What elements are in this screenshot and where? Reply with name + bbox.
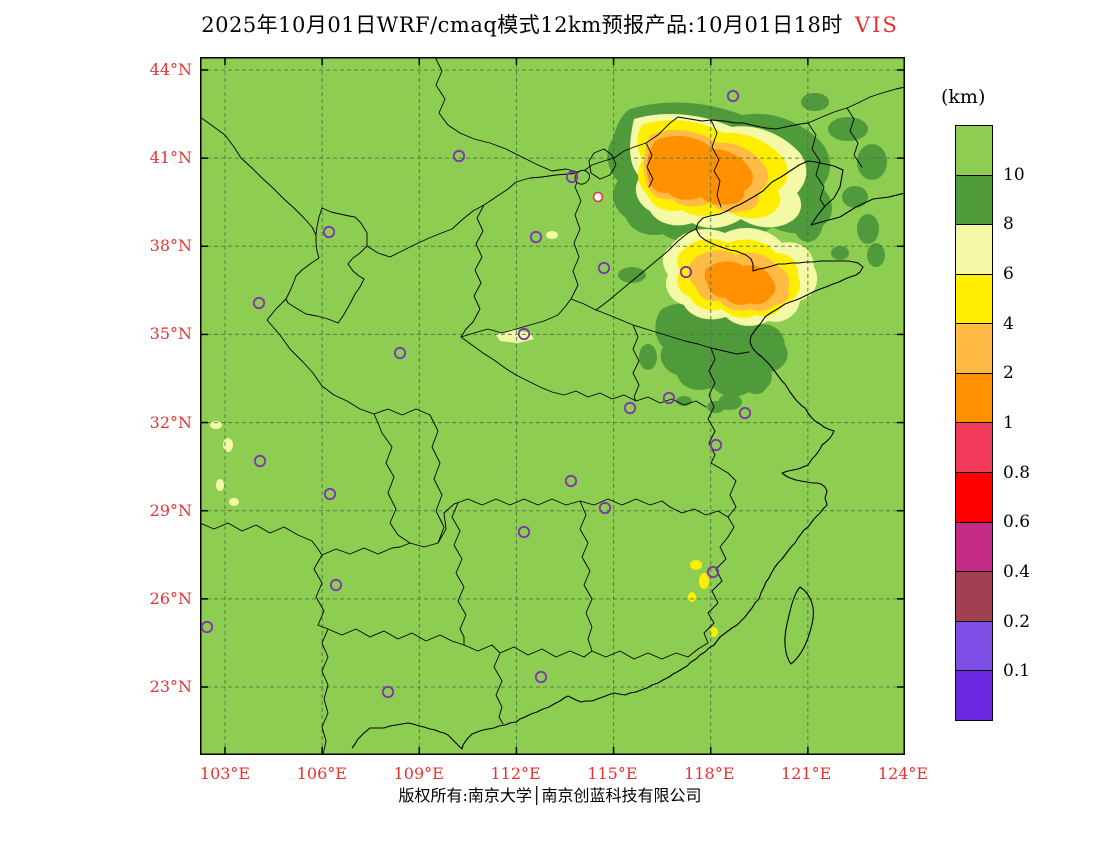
city-marker	[529, 230, 543, 244]
colorbar-segment	[956, 225, 992, 275]
city-marker	[623, 401, 637, 415]
lon-label: 115°E	[587, 764, 638, 783]
axis-ticks	[200, 57, 905, 755]
lat-label: 32°N	[149, 412, 192, 432]
city-marker	[393, 346, 407, 360]
lat-label: 26°N	[149, 588, 192, 608]
city-marker	[726, 89, 740, 103]
lon-label: 121°E	[781, 764, 832, 783]
title-main: 2025年10月01日WRF/cmaq模式12km预报产品:10月01日18时	[201, 13, 843, 37]
lon-label: 106°E	[296, 764, 347, 783]
title-vis: VIS	[854, 13, 899, 37]
city-marker	[452, 149, 466, 163]
lon-label: 112°E	[490, 764, 541, 783]
colorbar-tick-label: 6	[1003, 264, 1014, 284]
colorbar-tick-label: 4	[1003, 313, 1014, 334]
city-marker	[381, 685, 395, 699]
city-marker	[252, 296, 266, 310]
colorbar-tick-label: 0.2	[1003, 611, 1031, 632]
lat-label: 29°N	[149, 500, 192, 520]
city-marker	[323, 487, 337, 501]
lat-label: 41°N	[149, 148, 192, 168]
city-markers	[200, 89, 752, 699]
colorbar-segment	[956, 671, 992, 720]
city-marker	[534, 670, 548, 684]
city-marker	[598, 501, 612, 515]
map-canvas	[200, 57, 905, 755]
lon-label: 124°E	[877, 764, 929, 783]
taiwan-island	[784, 586, 814, 665]
colorbar-tick-label: 0.1	[1003, 661, 1031, 682]
colorbar-segment	[956, 621, 992, 672]
map-frame	[200, 57, 905, 755]
city-marker	[709, 438, 723, 452]
city-marker	[322, 225, 336, 239]
lat-label: 38°N	[149, 236, 192, 256]
lon-label: 103°E	[199, 764, 251, 783]
colorbar-segment	[956, 572, 992, 622]
colorbar-segment	[956, 473, 992, 523]
city-marker	[679, 265, 693, 279]
colorbar-unit: (km)	[941, 86, 986, 108]
city-marker	[738, 406, 752, 420]
lat-label: 23°N	[149, 677, 192, 696]
colorbar-segment	[956, 274, 992, 325]
colorbar-tick-label: 2	[1003, 363, 1014, 384]
city-marker	[564, 474, 578, 488]
lon-label: 118°E	[684, 764, 735, 783]
colorbar-tick-label: 0.8	[1003, 462, 1031, 483]
city-marker	[200, 620, 214, 634]
colorbar-tick-label: 8	[1003, 214, 1014, 235]
colorbar-segment	[956, 423, 992, 474]
lat-label: 44°N	[149, 60, 192, 79]
city-marker	[565, 170, 579, 184]
colorbar-segment	[956, 522, 992, 573]
colorbar-tick-label: 0.4	[1003, 562, 1031, 582]
colorbar-segment	[956, 324, 992, 374]
colorbar-tick-label: 10	[1003, 164, 1025, 185]
colorbar-segment	[956, 373, 992, 424]
colorbar-segment	[956, 126, 992, 176]
city-marker	[517, 327, 531, 341]
coastline	[351, 160, 905, 750]
colorbar	[955, 125, 993, 721]
colorbar-segment	[956, 175, 992, 226]
copyright-text: 版权所有:南京大学│南京创蓝科技有限公司	[398, 786, 702, 805]
city-marker	[662, 391, 676, 405]
lat-label: 35°N	[149, 324, 192, 344]
province-borders	[200, 57, 905, 755]
colorbar-tick-label: 1	[1003, 413, 1014, 433]
vis-1-2km-layer	[646, 135, 776, 305]
highlight-marker	[592, 191, 604, 203]
city-marker	[517, 525, 531, 539]
city-marker	[706, 565, 720, 579]
lon-label: 109°E	[393, 764, 444, 783]
city-marker	[253, 454, 267, 468]
city-marker	[329, 578, 343, 592]
page-title: 2025年10月01日WRF/cmaq模式12km预报产品:10月01日18时 V…	[0, 9, 1100, 39]
colorbar-tick-label: 0.6	[1003, 512, 1031, 533]
forecast-map	[200, 57, 905, 755]
city-marker	[597, 261, 611, 275]
